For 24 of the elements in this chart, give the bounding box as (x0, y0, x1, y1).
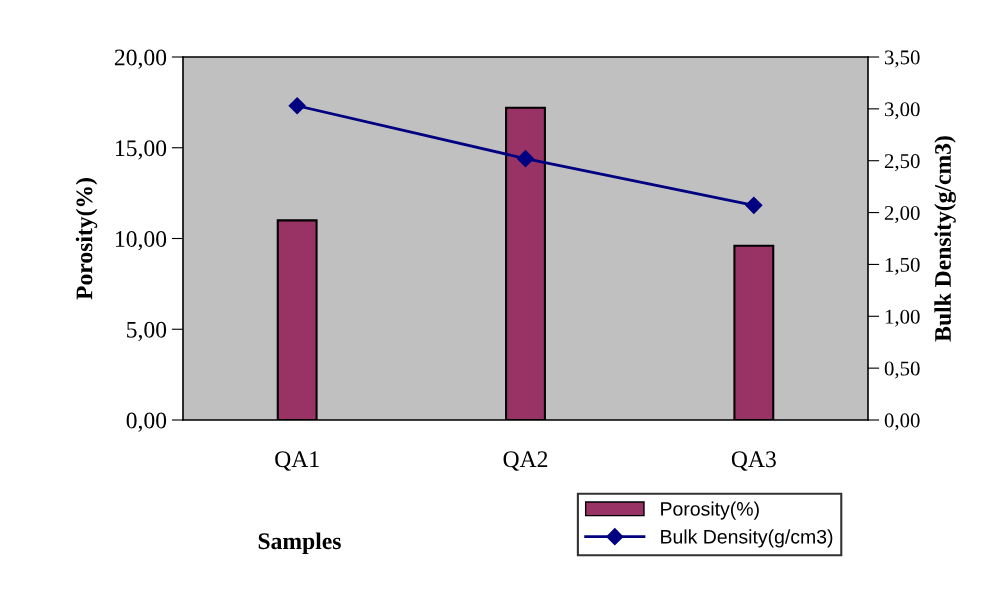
x-tick-label: QA2 (503, 451, 548, 471)
y2-tick-label: 1,00 (885, 309, 920, 327)
x-axis-title: Samples (258, 532, 341, 554)
legend-label: Bulk Density(g/cm3) (661, 529, 833, 548)
y2-tick-label: 2,50 (884, 154, 920, 172)
y2-axis-title: Bulk Density(g/cm3) (934, 136, 956, 342)
y2-tick-label: 0,00 (884, 413, 920, 431)
y2-tick-label: 1,50 (885, 257, 920, 275)
y-tick-label: 15,00 (115, 140, 167, 160)
y2-tick-label: 3,00 (884, 102, 920, 120)
y-tick-label: 5,00 (127, 321, 167, 342)
y-axis-title: Porosity(%) (75, 178, 98, 300)
y-tick-label: 0,00 (126, 412, 167, 432)
y2-tick-label: 0,50 (884, 361, 920, 379)
y-tick-label: 20,00 (114, 49, 167, 69)
x-tick-label: QA1 (275, 451, 319, 471)
y2-tick-label: 3,50 (884, 50, 920, 68)
y2-tick-label: 2,00 (884, 205, 920, 223)
legend-label: Porosity(%) (661, 501, 759, 520)
point (288, 97, 306, 115)
point (516, 150, 535, 168)
y-tick-label: 10,00 (115, 230, 167, 251)
x-tick-label: QA3 (731, 451, 776, 471)
point (745, 196, 763, 214)
